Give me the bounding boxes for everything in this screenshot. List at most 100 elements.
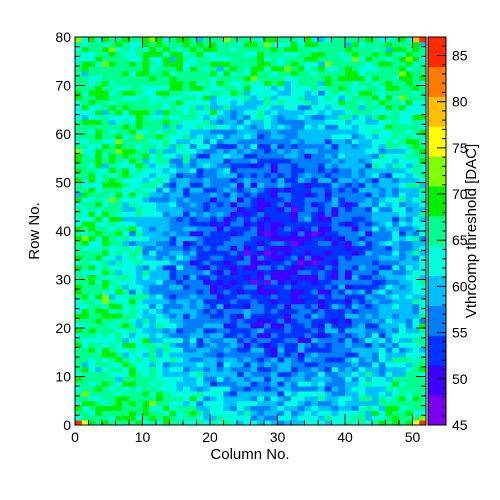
heatmap-cell bbox=[331, 284, 339, 290]
heatmap-cell bbox=[75, 405, 83, 411]
heatmap-cell bbox=[372, 308, 380, 314]
heatmap-cell bbox=[176, 274, 184, 280]
heatmap-cell bbox=[183, 46, 191, 52]
heatmap-cell bbox=[324, 197, 332, 203]
heatmap-cell bbox=[122, 323, 130, 329]
heatmap-cell bbox=[115, 66, 123, 72]
heatmap-cell bbox=[270, 235, 278, 242]
heatmap-cell bbox=[183, 163, 191, 169]
heatmap-cell bbox=[223, 284, 231, 290]
heatmap-cell bbox=[351, 357, 359, 363]
heatmap-cell bbox=[385, 294, 393, 300]
heatmap-cell bbox=[196, 400, 204, 406]
heatmap-cell bbox=[291, 100, 299, 106]
heatmap-cell bbox=[270, 347, 278, 353]
heatmap-cell bbox=[142, 231, 150, 237]
heatmap-cell bbox=[331, 124, 339, 130]
heatmap-cell bbox=[230, 90, 238, 96]
heatmap-cell bbox=[135, 245, 143, 251]
heatmap-cell bbox=[176, 153, 184, 159]
heatmap-cell bbox=[142, 313, 150, 319]
heatmap-cell bbox=[351, 124, 359, 130]
heatmap-cell bbox=[270, 70, 278, 77]
heatmap-cell bbox=[277, 366, 285, 373]
heatmap-cell bbox=[324, 376, 332, 382]
heatmap-cell bbox=[183, 172, 191, 179]
heatmap-cell bbox=[297, 298, 305, 305]
heatmap-cell bbox=[351, 182, 359, 188]
heatmap-cell bbox=[95, 129, 103, 135]
heatmap-cell bbox=[183, 264, 191, 271]
heatmap-cell bbox=[122, 109, 130, 115]
heatmap-cell bbox=[129, 250, 137, 256]
heatmap-cell bbox=[149, 75, 157, 82]
heatmap-cell bbox=[351, 240, 359, 246]
heatmap-cell bbox=[358, 298, 366, 305]
heatmap-cell bbox=[216, 405, 224, 411]
heatmap-cell bbox=[196, 395, 204, 402]
heatmap-cell bbox=[378, 158, 386, 164]
heatmap-cell bbox=[189, 289, 197, 295]
heatmap-cell bbox=[405, 405, 413, 411]
heatmap-cell bbox=[331, 303, 339, 309]
heatmap-cell bbox=[210, 66, 218, 72]
heatmap-cell bbox=[162, 323, 170, 329]
heatmap-cell bbox=[230, 395, 238, 402]
heatmap-cell bbox=[419, 342, 427, 348]
heatmap-cell bbox=[189, 114, 197, 120]
heatmap-cell bbox=[81, 347, 89, 353]
heatmap-cell bbox=[115, 187, 123, 193]
heatmap-cell bbox=[88, 41, 96, 48]
heatmap-cell bbox=[162, 395, 170, 402]
heatmap-cell bbox=[358, 386, 366, 392]
heatmap-cell bbox=[372, 289, 380, 295]
heatmap-cell bbox=[277, 167, 285, 174]
heatmap-cell bbox=[108, 371, 116, 377]
heatmap-cell bbox=[318, 56, 326, 62]
heatmap-cell bbox=[129, 100, 137, 106]
heatmap-cell bbox=[311, 420, 319, 426]
heatmap-cell bbox=[378, 303, 386, 309]
heatmap-cell bbox=[291, 342, 299, 348]
heatmap-cell bbox=[129, 400, 137, 406]
heatmap-cell bbox=[338, 386, 346, 392]
heatmap-cell bbox=[203, 260, 211, 266]
heatmap-cell bbox=[203, 342, 211, 348]
heatmap-cell bbox=[378, 206, 386, 212]
heatmap-cell bbox=[277, 328, 285, 334]
heatmap-cell bbox=[358, 61, 366, 67]
heatmap-cell bbox=[203, 245, 211, 251]
heatmap-cell bbox=[372, 197, 380, 203]
heatmap-cell bbox=[162, 328, 170, 334]
heatmap-cell bbox=[304, 371, 312, 377]
heatmap-cell bbox=[405, 410, 413, 416]
heatmap-cell bbox=[230, 376, 238, 382]
heatmap-cell bbox=[210, 255, 218, 261]
heatmap-cell bbox=[372, 37, 380, 43]
heatmap-cell bbox=[378, 153, 386, 159]
heatmap-cell bbox=[324, 284, 332, 290]
heatmap-cell bbox=[365, 313, 373, 319]
heatmap-cell bbox=[189, 201, 197, 208]
heatmap-cell bbox=[291, 235, 299, 242]
heatmap-cell bbox=[318, 177, 326, 183]
heatmap-cell bbox=[108, 182, 116, 188]
heatmap-cell bbox=[81, 66, 89, 72]
heatmap-cell bbox=[129, 51, 137, 57]
heatmap-cell bbox=[365, 211, 373, 217]
heatmap-cell bbox=[331, 197, 339, 203]
heatmap-cell bbox=[162, 51, 170, 57]
heatmap-cell bbox=[237, 274, 245, 280]
heatmap-cell bbox=[223, 264, 231, 271]
heatmap-cell bbox=[135, 211, 143, 217]
heatmap-cell bbox=[210, 129, 218, 135]
heatmap-cell bbox=[183, 337, 191, 343]
heatmap-cell bbox=[412, 216, 420, 222]
heatmap-cell bbox=[345, 366, 353, 373]
heatmap-cell bbox=[264, 85, 272, 91]
heatmap-cell bbox=[270, 240, 278, 246]
heatmap-cell bbox=[284, 192, 292, 198]
heatmap-cell bbox=[149, 153, 157, 159]
heatmap-cell bbox=[250, 129, 258, 135]
heatmap-cell bbox=[351, 46, 359, 52]
